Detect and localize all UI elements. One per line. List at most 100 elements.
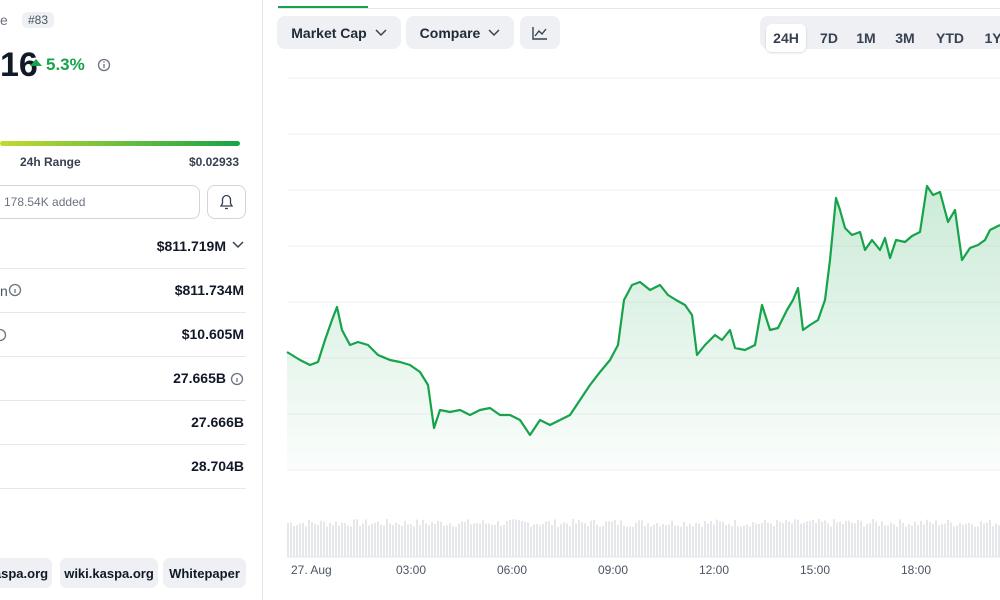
compare-dropdown[interactable]: Compare bbox=[406, 16, 514, 49]
volume-bar bbox=[869, 523, 871, 557]
rank-badge: #83 bbox=[22, 12, 55, 28]
alert-button[interactable] bbox=[207, 185, 246, 219]
volume-bar bbox=[830, 526, 832, 557]
volume-bar bbox=[581, 522, 583, 557]
volume-bar bbox=[923, 524, 925, 557]
volume-bar bbox=[611, 521, 613, 557]
stat-row: $10.605M bbox=[0, 312, 246, 357]
range-tab[interactable]: YTD bbox=[936, 30, 964, 46]
volume-bar bbox=[578, 520, 580, 557]
volume-bar bbox=[446, 525, 448, 557]
range-tab[interactable]: 24H bbox=[766, 24, 806, 52]
info-icon[interactable] bbox=[8, 283, 22, 297]
volume-bar bbox=[671, 520, 673, 557]
dropdown-label: Market Cap bbox=[291, 24, 367, 41]
volume-bar bbox=[902, 522, 904, 557]
link-chip[interactable]: Whitepaper bbox=[163, 558, 246, 588]
volume-bar bbox=[812, 519, 814, 557]
info-icon[interactable] bbox=[0, 328, 7, 342]
chevron[interactable] bbox=[232, 241, 244, 249]
volume-bar bbox=[947, 519, 949, 557]
volume-bar bbox=[461, 521, 463, 557]
volume-bar bbox=[890, 522, 892, 557]
price-change: 5.3% bbox=[46, 55, 85, 74]
watchlist-button[interactable] bbox=[0, 185, 200, 219]
volume-bar bbox=[794, 519, 796, 557]
volume-bar bbox=[548, 521, 550, 557]
volume-bar bbox=[587, 525, 589, 557]
volume-bar bbox=[329, 523, 331, 557]
volume-bar bbox=[881, 521, 883, 557]
volume-bar bbox=[428, 525, 430, 557]
volume-bar bbox=[779, 521, 781, 557]
volume-bar bbox=[932, 523, 934, 557]
x-label: 06:00 bbox=[497, 563, 528, 577]
range-tab[interactable]: 3M bbox=[895, 30, 915, 46]
up-arrow bbox=[30, 59, 42, 66]
volume-bar bbox=[500, 525, 502, 557]
volume-bar bbox=[515, 519, 517, 557]
range-tab[interactable]: 7D bbox=[820, 30, 838, 46]
volume-bar bbox=[620, 520, 622, 557]
volume-bar bbox=[827, 523, 829, 557]
volume-bar bbox=[992, 526, 994, 557]
volume-bar bbox=[878, 525, 880, 557]
volume-bar bbox=[653, 524, 655, 557]
volume-bar bbox=[617, 525, 619, 557]
volume-bar bbox=[815, 522, 817, 557]
volume-bar bbox=[911, 525, 913, 557]
volume-bar bbox=[467, 519, 469, 557]
volume-bar bbox=[362, 523, 364, 557]
info-icon[interactable] bbox=[97, 58, 111, 72]
volume-bar bbox=[413, 526, 415, 557]
volume-bar bbox=[344, 523, 346, 557]
volume-bar bbox=[767, 522, 769, 557]
volume-bar bbox=[299, 523, 301, 557]
volume-bar bbox=[374, 522, 376, 557]
volume-bar bbox=[761, 522, 763, 557]
range-tab[interactable]: 1M bbox=[856, 30, 876, 46]
volume-bar bbox=[386, 519, 388, 557]
volume-bar bbox=[359, 526, 361, 557]
link-chip[interactable]: wiki.kaspa.org bbox=[60, 558, 158, 588]
volume-bar bbox=[572, 519, 574, 557]
volume-bar bbox=[974, 526, 976, 557]
x-label: 09:00 bbox=[598, 563, 629, 577]
volume-bar bbox=[527, 522, 529, 557]
volume-bar bbox=[536, 524, 538, 557]
volume-bar bbox=[677, 525, 679, 557]
volume-bar bbox=[305, 526, 307, 557]
volume-bar bbox=[317, 524, 319, 557]
volume-bar bbox=[689, 523, 691, 557]
volume-bar bbox=[449, 523, 451, 557]
chevron bbox=[375, 28, 387, 36]
volume-bar bbox=[734, 519, 736, 557]
volume-bar bbox=[704, 520, 706, 557]
bell-icon bbox=[219, 194, 234, 210]
info-icon[interactable] bbox=[230, 372, 244, 386]
volume-bar bbox=[533, 524, 535, 557]
volume-bar bbox=[782, 523, 784, 557]
volume-bar bbox=[713, 524, 715, 557]
stat-row: $811.719M bbox=[0, 224, 246, 269]
volume-bar bbox=[962, 524, 964, 557]
volume-bar bbox=[389, 523, 391, 557]
volume-bar bbox=[797, 519, 799, 557]
volume-bar bbox=[410, 524, 412, 557]
metric-dropdown[interactable]: Market Cap bbox=[277, 16, 401, 49]
volume-bar bbox=[938, 525, 940, 557]
link-chip[interactable]: aspa.org bbox=[0, 558, 52, 588]
stat-value: $811.719M bbox=[156, 238, 226, 254]
volume-bar bbox=[926, 519, 928, 557]
volume-bar bbox=[542, 523, 544, 557]
volume-bar bbox=[521, 521, 523, 557]
volume-bar bbox=[959, 523, 961, 557]
chart-type-toggle[interactable] bbox=[520, 16, 560, 49]
x-label: 03:00 bbox=[396, 563, 427, 577]
volume-bar bbox=[596, 524, 598, 557]
price-line bbox=[286, 184, 1000, 437]
volume-bar bbox=[983, 523, 985, 557]
volume-bar bbox=[914, 521, 916, 557]
range-tab[interactable]: 1Y bbox=[984, 30, 1000, 46]
